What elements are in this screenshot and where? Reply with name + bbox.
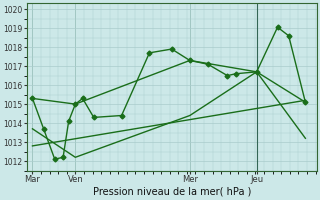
X-axis label: Pression niveau de la mer( hPa ): Pression niveau de la mer( hPa ) bbox=[92, 187, 251, 197]
